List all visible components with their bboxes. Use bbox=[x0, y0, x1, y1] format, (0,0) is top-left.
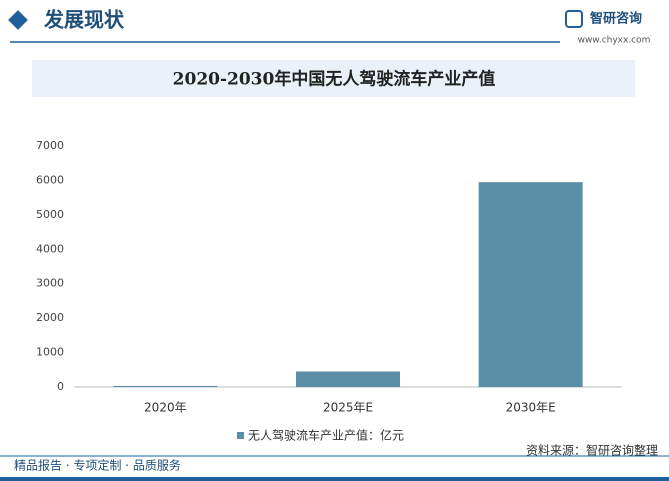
logo-url: www.chyxx.com bbox=[578, 36, 651, 46]
header-icon bbox=[8, 10, 28, 30]
y-tick-label: 4000 bbox=[36, 242, 64, 255]
chart-title: 2020-2030年中国无人驾驶流车产业产值 bbox=[173, 69, 496, 90]
x-tick-label: 2020年 bbox=[144, 401, 187, 415]
y-tick-label: 5000 bbox=[36, 208, 64, 221]
logo-text: 智研咨询 bbox=[590, 11, 642, 27]
footer-bar bbox=[0, 477, 669, 481]
legend-label: 无人驾驶流车产业产值：亿元 bbox=[248, 428, 404, 443]
title-bar bbox=[32, 60, 635, 97]
y-tick-label: 3000 bbox=[36, 277, 64, 290]
x-tick-label: 2025年E bbox=[323, 401, 373, 415]
bar bbox=[478, 182, 583, 387]
y-tick-label: 2000 bbox=[36, 311, 64, 324]
bar bbox=[113, 385, 218, 387]
plot: 0 1000 2000 3000 4000 5000 6000 7000 2020年 2025年E… bbox=[36, 139, 622, 443]
source: 资料来源：智研咨询整理 bbox=[526, 443, 658, 458]
y-tick-label: 0 bbox=[57, 380, 64, 393]
y-tick-label: 7000 bbox=[36, 139, 64, 152]
y-tick-label: 1000 bbox=[36, 346, 64, 359]
y-tick-label: 6000 bbox=[36, 173, 64, 186]
header-title: 发展现状 bbox=[43, 8, 125, 32]
footer-text: 精品报告 · 专项定制 · 品质服务 bbox=[14, 458, 181, 473]
logo-icon bbox=[565, 10, 583, 28]
bar bbox=[296, 371, 400, 387]
x-tick-label: 2030年E bbox=[506, 401, 556, 415]
legend-swatch bbox=[237, 432, 244, 439]
